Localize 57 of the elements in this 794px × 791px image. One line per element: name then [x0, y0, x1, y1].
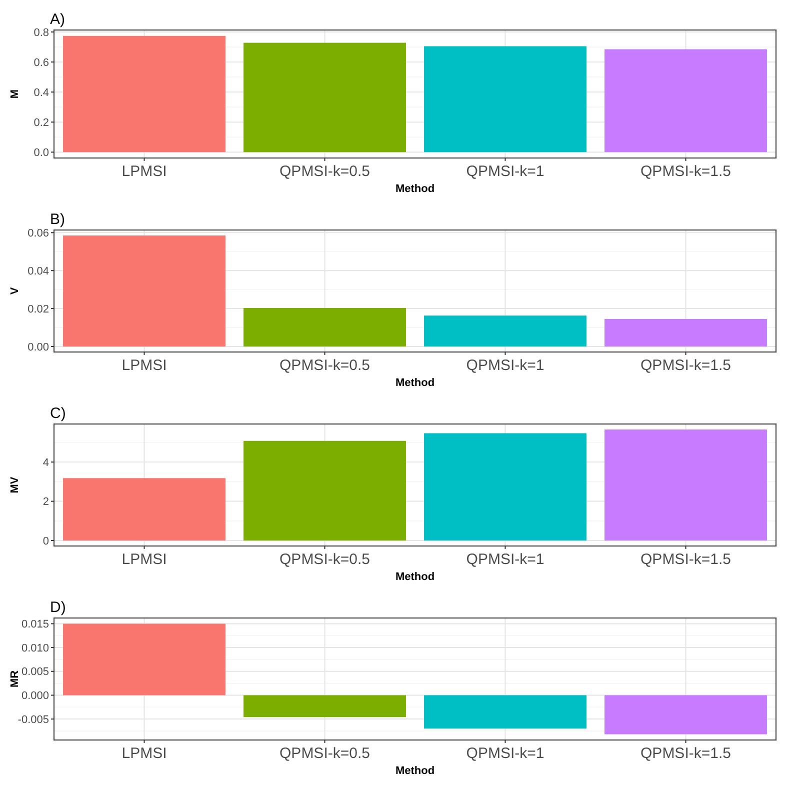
- bar: [424, 316, 586, 346]
- y-tick-label: 0.005: [21, 666, 49, 678]
- chart-title: D): [50, 599, 66, 616]
- y-tick-label: 0.04: [28, 265, 49, 278]
- y-tick-label: 0.4: [34, 86, 49, 99]
- bar: [63, 478, 226, 541]
- x-tick-label: LPMSI: [122, 163, 167, 180]
- y-tick-label: 0.6: [34, 56, 49, 69]
- chart-title: B): [50, 211, 66, 228]
- y-tick-label: 0: [42, 535, 49, 548]
- x-axis-title: Method: [395, 183, 435, 195]
- x-tick-label: QPMSI-k=0.5: [280, 551, 370, 568]
- x-tick-label: QPMSI-k=1: [466, 745, 544, 762]
- bar: [244, 42, 406, 152]
- y-tick-label: -0.005: [18, 714, 49, 726]
- x-tick-label: LPMSI: [122, 357, 167, 374]
- x-tick-label: QPMSI-k=1: [466, 163, 544, 180]
- y-axis-title: V: [9, 286, 21, 295]
- chart-title: C): [50, 405, 66, 422]
- y-tick-label: 0.00: [28, 341, 49, 354]
- x-tick-label: QPMSI-k=1.5: [640, 357, 731, 374]
- bar: [604, 318, 767, 346]
- x-tick-label: QPMSI-k=1: [466, 357, 544, 374]
- y-tick-label: 0.2: [34, 116, 49, 129]
- x-tick-label: QPMSI-k=1.5: [640, 551, 731, 568]
- bar: [604, 429, 767, 541]
- x-axis-title: Method: [395, 571, 435, 583]
- bar: [63, 36, 226, 152]
- chart-title: A): [50, 11, 66, 28]
- y-tick-label: 0.06: [28, 228, 49, 240]
- x-tick-label: QPMSI-k=0.5: [280, 163, 370, 180]
- x-axis-title: Method: [395, 765, 435, 777]
- y-tick-label: 0.8: [34, 26, 49, 39]
- x-axis-title: Method: [395, 377, 435, 389]
- bar: [424, 433, 586, 541]
- y-axis-title: MV: [9, 476, 21, 494]
- bar: [244, 440, 406, 541]
- y-tick-label: 2: [42, 496, 49, 508]
- x-tick-label: QPMSI-k=1.5: [640, 163, 731, 180]
- bar: [63, 236, 226, 346]
- y-tick-label: 0.015: [21, 618, 49, 631]
- bar: [244, 308, 406, 346]
- y-tick-label: 0.0: [34, 146, 49, 159]
- y-axis-title: MR: [9, 670, 21, 688]
- y-axis-title: M: [9, 89, 21, 99]
- y-tick-label: 0.02: [28, 303, 49, 316]
- x-tick-label: LPMSI: [122, 551, 167, 568]
- x-tick-label: LPMSI: [122, 745, 167, 762]
- y-tick-label: 0.010: [21, 642, 49, 654]
- x-tick-label: QPMSI-k=0.5: [280, 745, 370, 762]
- x-tick-label: QPMSI-k=1.5: [640, 745, 731, 762]
- y-tick-label: 4: [42, 456, 49, 469]
- bar: [604, 49, 767, 152]
- x-tick-label: QPMSI-k=1: [466, 551, 544, 568]
- x-tick-label: QPMSI-k=0.5: [280, 357, 370, 374]
- bar: [424, 46, 586, 152]
- y-tick-label: 0.000: [21, 690, 49, 702]
